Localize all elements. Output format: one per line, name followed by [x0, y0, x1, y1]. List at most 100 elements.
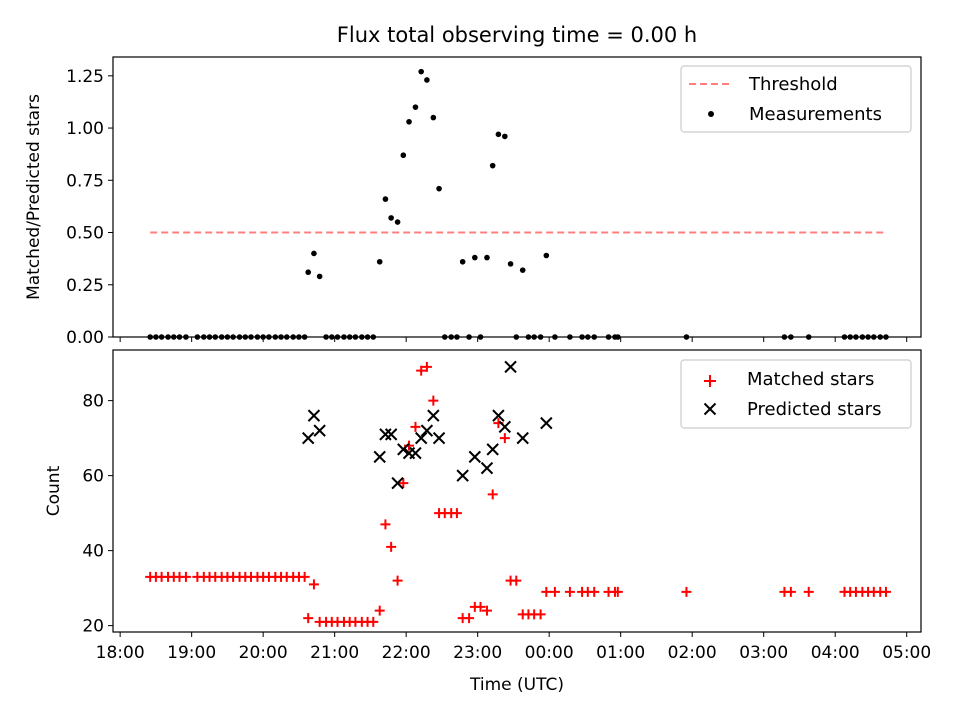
predicted-star-point — [379, 428, 392, 441]
measurement-point — [495, 131, 502, 138]
predicted-star-point — [414, 431, 428, 445]
xtick-label: 04:00 — [811, 643, 860, 663]
predicted-star-point — [456, 469, 469, 482]
measurement-point — [430, 114, 437, 121]
ratio-ytick-label: 0.00 — [66, 328, 104, 348]
predicted-star-point — [397, 443, 410, 456]
predicted-star-point — [384, 428, 398, 441]
predicted-star-point — [492, 409, 505, 422]
predicted-star-point — [504, 360, 517, 374]
predicted-star-point — [313, 424, 326, 437]
xtick-label: 20:00 — [239, 643, 288, 663]
xtick-label: 03:00 — [739, 643, 788, 663]
measurement-point — [388, 215, 394, 221]
count-plot-area — [145, 360, 891, 627]
predicted-star-point — [427, 409, 440, 422]
matched-star-point — [541, 586, 552, 597]
matched-star-point — [535, 609, 546, 620]
ratio-x-ticks — [119, 337, 908, 342]
count-ytick-label: 60 — [82, 467, 104, 487]
measurement-point — [489, 162, 496, 169]
matched-star-point — [303, 613, 314, 624]
predicted-star-point — [301, 431, 315, 445]
matched-star-point — [386, 541, 397, 552]
predicted-star-point — [486, 443, 499, 456]
matched-star-point — [421, 361, 432, 372]
predicted-star-point — [480, 461, 494, 475]
legend-predicted-swatch — [703, 402, 717, 416]
predicted-star-point — [307, 409, 321, 422]
measurement-point — [412, 104, 419, 110]
predicted-star-point — [409, 446, 422, 460]
ratio-ytick-label: 1.25 — [66, 67, 104, 87]
count-legend: Matched stars Predicted stars — [680, 359, 912, 429]
xtick-label: 05:00 — [882, 643, 931, 663]
measurement-point — [484, 254, 490, 261]
measurement-point — [316, 273, 323, 280]
ratio-y-axis-label: Matched/Predicted stars — [24, 94, 44, 300]
count-ytick-label: 80 — [82, 392, 104, 412]
legend-matched-swatch — [704, 375, 716, 387]
count-panel: 20 40 60 80 18:00 19:00 20:00 21:00 22:00 23:00 0… — [44, 349, 931, 695]
count-ytick-label: 40 — [82, 542, 104, 562]
measurement-point — [519, 267, 526, 273]
count-y-axis-label: Count — [44, 465, 64, 516]
measurement-point — [394, 219, 401, 225]
matched-star-point — [612, 586, 623, 597]
predicted-star-point — [516, 431, 529, 445]
xtick-label: 01:00 — [596, 643, 645, 663]
measurement-point — [311, 250, 317, 257]
matched-star-point — [180, 571, 191, 582]
measurement-point — [382, 196, 389, 202]
matched-star-point — [416, 365, 427, 376]
ratio-ytick-label: 0.75 — [66, 171, 104, 191]
measurement-point — [543, 252, 550, 259]
predicted-star-point — [373, 450, 386, 464]
matched-star-point — [499, 433, 510, 444]
ratio-axes-frame — [112, 56, 922, 338]
count-axes-frame — [112, 349, 922, 633]
xtick-label: 18:00 — [96, 643, 145, 663]
matched-star-point — [392, 575, 403, 586]
count-legend-box — [680, 359, 912, 429]
ratio-ytick-label: 1.00 — [66, 119, 104, 139]
legend-measurements-label: Measurements — [749, 104, 882, 125]
measurement-point — [459, 258, 466, 265]
measurement-point — [502, 133, 508, 140]
matched-star-point — [451, 508, 462, 519]
chart-title: Flux total observing time = 0.00 h — [337, 23, 697, 47]
ratio-legend-box — [680, 65, 912, 133]
predicted-star-point — [432, 431, 446, 445]
legend-measurements-swatch — [708, 111, 714, 117]
matched-star-point — [398, 478, 409, 489]
matched-star-point — [410, 421, 421, 432]
matched-star-point — [308, 579, 319, 590]
legend-matched-label: Matched stars — [747, 369, 874, 390]
measurement-point — [376, 258, 383, 265]
predicted-star-point — [498, 420, 512, 434]
ratio-panel: 0.00 0.25 0.50 0.75 1.00 1.25 Matched/Predict… — [24, 56, 922, 348]
xtick-label: 23:00 — [453, 643, 502, 663]
matched-star-point — [549, 586, 560, 597]
measurement-point — [418, 68, 424, 75]
predicted-star-point — [420, 424, 434, 437]
xtick-label: 19:00 — [167, 643, 216, 663]
matched-star-point — [428, 395, 439, 406]
measurement-point — [507, 261, 514, 267]
xtick-label: 00:00 — [525, 643, 574, 663]
matched-star-point — [564, 586, 575, 597]
xtick-label: 22:00 — [382, 643, 431, 663]
measurement-point — [436, 185, 442, 192]
matched-star-point — [511, 575, 522, 586]
measurement-point — [424, 77, 430, 83]
matched-star-point — [475, 601, 486, 612]
x-axis-label: Time (UTC) — [469, 675, 564, 695]
legend-predicted-label: Predicted stars — [747, 399, 881, 420]
predicted-star-point — [468, 450, 482, 464]
measurement-point — [406, 118, 412, 125]
count-x-ticks: 18:00 19:00 20:00 21:00 22:00 23:00 00:00 01:00… — [96, 632, 931, 663]
matched-star-point — [803, 586, 814, 597]
matched-star-point — [299, 571, 310, 582]
matched-star-point — [464, 613, 475, 624]
matched-star-point — [880, 586, 891, 597]
